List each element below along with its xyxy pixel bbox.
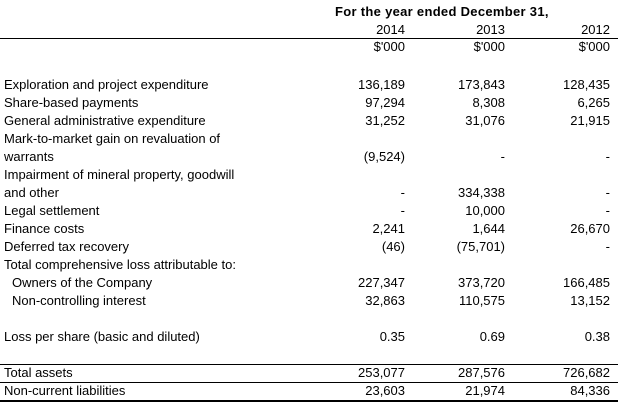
value-2012: 166,485: [563, 275, 610, 290]
value-2012: -: [605, 149, 610, 164]
row-label: Share-based payments: [4, 95, 139, 110]
value-2014: 23,603: [365, 383, 405, 398]
table-row: and other - 334,338 -: [0, 184, 618, 202]
value-2014: 0.35: [379, 329, 405, 344]
unit: $'000: [373, 39, 405, 54]
row-label: Total assets: [4, 365, 73, 380]
value-2013: 287,576: [458, 365, 505, 380]
value-2013: 8,308: [472, 95, 505, 110]
table-row: Share-based payments 97,294 8,308 6,265: [0, 94, 618, 112]
value-2012: -: [605, 239, 610, 254]
value-2013: 110,575: [458, 293, 505, 308]
value-2013: 0.69: [479, 329, 505, 344]
bottom-rule: [0, 400, 618, 402]
row-label: Owners of the Company: [12, 275, 153, 290]
row-label: Legal settlement: [4, 203, 100, 218]
table-row: Mark-to-market gain on revaluation of: [0, 130, 618, 148]
total-assets-row: Total assets 253,077 287,576 726,682: [0, 364, 618, 382]
value-2013: 21,974: [465, 383, 505, 398]
value-2013: 31,076: [465, 113, 505, 128]
value-2012: 128,435: [563, 77, 610, 92]
value-2014: 97,294: [365, 95, 405, 110]
value-2014: 227,347: [358, 275, 405, 290]
value-2012: -: [605, 203, 610, 218]
year-2014: 2014: [376, 22, 405, 37]
row-label: warrants: [4, 149, 54, 164]
table-row: Finance costs 2,241 1,644 26,670: [0, 220, 618, 238]
table-row: General administrative expenditure 31,252…: [0, 112, 618, 130]
table-row: Legal settlement - 10,000 -: [0, 202, 618, 220]
value-2014: 31,252: [365, 113, 405, 128]
value-2014: 136,189: [358, 77, 405, 92]
unit: $'000: [578, 39, 610, 54]
row-label: Mark-to-market gain on revaluation of: [4, 131, 221, 146]
table-row: Deferred tax recovery (46) (75,701) -: [0, 238, 618, 256]
year-2012: 2012: [581, 22, 610, 37]
row-label: Non-controlling interest: [12, 293, 146, 308]
row-label: Impairment of mineral property, goodwill: [4, 167, 235, 182]
value-2014: 32,863: [365, 293, 405, 308]
value-2014: 253,077: [358, 365, 405, 380]
row-label: General administrative expenditure: [4, 113, 206, 128]
row-label: Loss per share (basic and diluted): [4, 329, 200, 344]
value-2012: 26,670: [570, 221, 610, 236]
value-2014: -: [400, 203, 405, 218]
value-2013: 373,720: [458, 275, 505, 290]
value-2012: 6,265: [577, 95, 610, 110]
value-2013: -: [500, 149, 505, 164]
row-label: Non-current liabilities: [4, 383, 126, 398]
value-2014: 2,241: [372, 221, 405, 236]
row-label: Exploration and project expenditure: [4, 77, 209, 92]
loss-per-share-row: Loss per share (basic and diluted) 0.35 …: [0, 328, 618, 346]
year-2013: 2013: [476, 22, 505, 37]
value-2014: -: [400, 185, 405, 200]
balance-top-rule: [0, 364, 618, 365]
value-2014: (46): [381, 239, 405, 254]
value-2013: (75,701): [456, 239, 505, 254]
table-row: Total comprehensive loss attributable to…: [0, 256, 618, 274]
value-2013: 10,000: [465, 203, 505, 218]
row-label: and other: [4, 185, 59, 200]
value-2012: 84,336: [570, 383, 610, 398]
table-row: warrants (9,524) - -: [0, 148, 618, 166]
header-divider: [0, 38, 618, 39]
period-title: For the year ended December 31,: [335, 4, 549, 19]
non-current-liabilities-row: Non-current liabilities 23,603 21,974 84…: [0, 382, 618, 400]
year-header-row: 2014 2013 2012: [0, 21, 618, 39]
value-2012: 726,682: [563, 365, 610, 380]
table-row: Owners of the Company 227,347 373,720 166,4…: [0, 274, 618, 292]
value-2013: 173,843: [458, 77, 505, 92]
value-2012: 13,152: [570, 293, 610, 308]
value-2012: -: [605, 185, 610, 200]
unit: $'000: [473, 39, 505, 54]
table-row: Non-controlling interest 32,863 110,575 13,…: [0, 292, 618, 310]
row-label: Deferred tax recovery: [4, 239, 129, 254]
row-label: Total comprehensive loss attributable to…: [4, 257, 236, 272]
value-2014: (9,524): [363, 149, 405, 164]
value-2012: 0.38: [584, 329, 610, 344]
value-2012: 21,915: [570, 113, 610, 128]
row-label: Finance costs: [4, 221, 85, 236]
value-2013: 334,338: [458, 185, 505, 200]
table-row: Exploration and project expenditure 136,1…: [0, 76, 618, 94]
row-divider: [0, 382, 618, 383]
table-row: Impairment of mineral property, goodwill: [0, 166, 618, 184]
value-2013: 1,644: [472, 221, 505, 236]
units-row: $'000 $'000 $'000: [0, 38, 618, 56]
